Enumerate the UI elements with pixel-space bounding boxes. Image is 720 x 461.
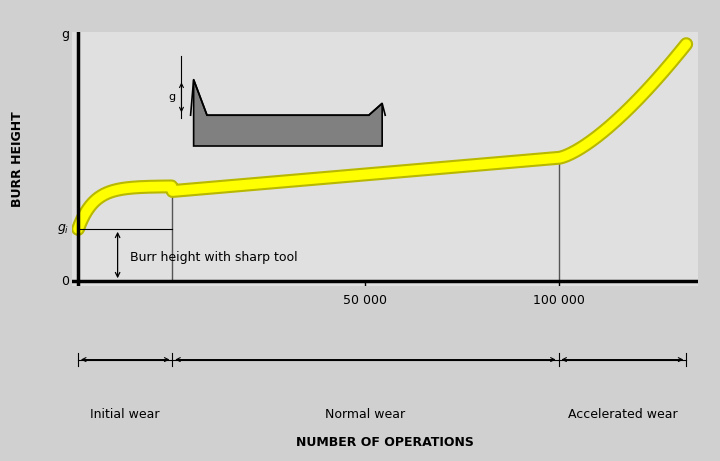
Text: BURR HEIGHT: BURR HEIGHT	[12, 111, 24, 207]
Polygon shape	[194, 80, 382, 146]
Text: Accelerated wear: Accelerated wear	[567, 408, 678, 421]
Text: 100 000: 100 000	[533, 294, 585, 307]
Text: NUMBER OF OPERATIONS: NUMBER OF OPERATIONS	[296, 436, 474, 449]
Text: Burr height with sharp tool: Burr height with sharp tool	[130, 251, 297, 264]
Text: $g_i$: $g_i$	[57, 222, 69, 236]
Text: 0: 0	[61, 275, 69, 288]
Text: Normal wear: Normal wear	[325, 408, 405, 421]
Text: Initial wear: Initial wear	[91, 408, 160, 421]
Text: g: g	[61, 28, 69, 41]
Text: 50 000: 50 000	[343, 294, 387, 307]
Text: g: g	[168, 93, 176, 102]
